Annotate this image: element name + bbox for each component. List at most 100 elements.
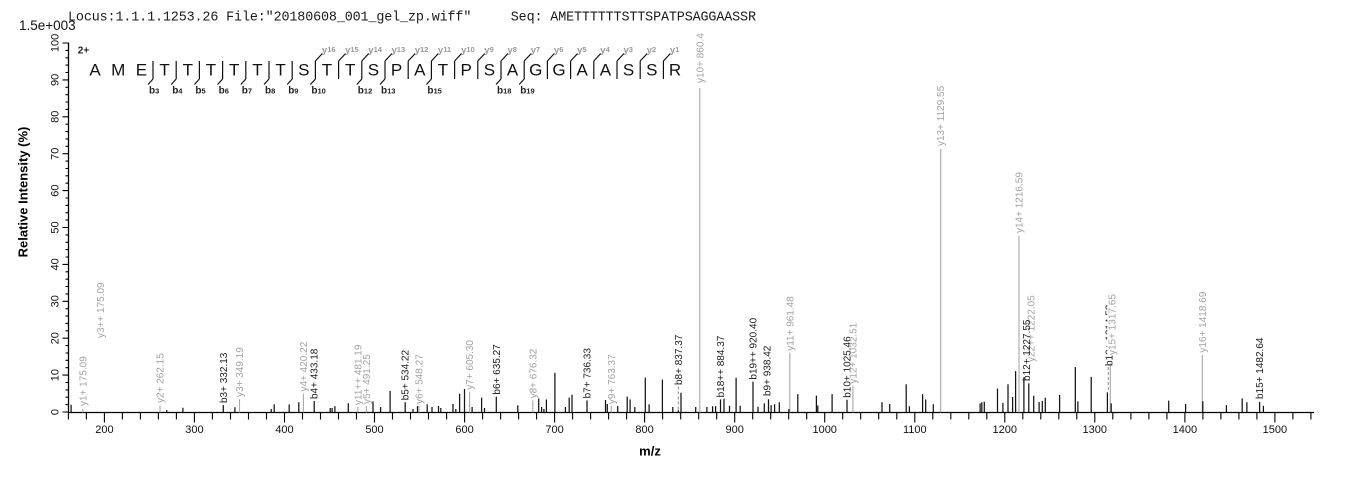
svg-text:1300: 1300 (1083, 424, 1107, 436)
svg-text:b19: b19 (520, 86, 534, 97)
svg-text:y9+ 763.37: y9+ 763.37 (607, 354, 618, 404)
svg-text:y8: y8 (508, 45, 517, 56)
svg-text:S: S (484, 61, 495, 80)
svg-text:y6: y6 (554, 45, 563, 56)
svg-text:A: A (414, 61, 426, 80)
svg-text:A: A (89, 61, 101, 80)
svg-text:b12+ 1227.55: b12+ 1227.55 (1022, 319, 1033, 381)
svg-text:b15: b15 (427, 86, 441, 97)
svg-text:A: A (577, 61, 589, 80)
svg-text:b13: b13 (381, 86, 395, 97)
svg-text:900: 900 (726, 424, 744, 436)
svg-text:y16: y16 (322, 45, 336, 56)
svg-text:600: 600 (455, 424, 473, 436)
svg-text:70: 70 (50, 148, 62, 160)
svg-text:b19++ 920.40: b19++ 920.40 (749, 317, 760, 379)
svg-text:400: 400 (275, 424, 293, 436)
svg-text:200: 200 (95, 424, 113, 436)
svg-text:y5: y5 (577, 45, 586, 56)
svg-text:T: T (275, 61, 285, 80)
svg-text:T: T (252, 61, 262, 80)
svg-text:50: 50 (50, 221, 62, 233)
svg-text:R: R (669, 61, 681, 80)
svg-text:300: 300 (185, 424, 203, 436)
svg-text:1000: 1000 (812, 424, 836, 436)
svg-text:y11: y11 (438, 45, 451, 56)
svg-text:b3+ 332.13: b3+ 332.13 (219, 352, 230, 403)
svg-text:A: A (507, 61, 519, 80)
svg-text:b9+ 938.42: b9+ 938.42 (763, 345, 774, 396)
svg-text:m/z: m/z (639, 444, 661, 459)
svg-text:0: 0 (50, 409, 62, 415)
svg-text:b10+ 1025.46: b10+ 1025.46 (843, 336, 854, 398)
svg-text:y1+ 175.09: y1+ 175.09 (78, 356, 89, 406)
svg-text:T: T (345, 61, 355, 80)
svg-text:P: P (461, 61, 472, 80)
svg-text:E: E (136, 61, 147, 80)
svg-text:b18: b18 (497, 86, 511, 97)
svg-text:S: S (368, 61, 379, 80)
svg-text:y7: y7 (531, 45, 540, 56)
svg-text:T: T (322, 61, 332, 80)
svg-text:T: T (229, 61, 239, 80)
svg-text:T: T (159, 61, 169, 80)
svg-text:T: T (206, 61, 216, 80)
svg-text:60: 60 (50, 184, 62, 196)
svg-text:T: T (183, 61, 193, 80)
svg-text:y9: y9 (484, 45, 493, 56)
svg-text:y2+ 262.15: y2+ 262.15 (156, 353, 167, 403)
svg-text:b4+ 433.18: b4+ 433.18 (310, 348, 321, 399)
svg-text:y12+ 1032.51: y12+ 1032.51 (848, 322, 859, 383)
svg-text:b6: b6 (219, 86, 229, 97)
svg-text:y7+ 605.30: y7+ 605.30 (465, 340, 476, 390)
svg-text:b4: b4 (172, 86, 183, 97)
svg-text:10: 10 (50, 369, 62, 381)
svg-text:S: S (646, 61, 657, 80)
svg-text:y4+ 420.22: y4+ 420.22 (299, 341, 310, 391)
svg-text:Relative Intensity (%): Relative Intensity (%) (16, 127, 31, 258)
svg-text:20: 20 (50, 332, 62, 344)
svg-text:S: S (298, 61, 309, 80)
svg-text:G: G (552, 61, 565, 80)
svg-text:b8: b8 (265, 86, 275, 97)
svg-text:T: T (438, 61, 448, 80)
svg-text:y10+ 860.4: y10+ 860.4 (695, 33, 706, 83)
svg-text:700: 700 (545, 424, 563, 436)
svg-text:y13+ 1129.55: y13+ 1129.55 (936, 85, 947, 146)
svg-text:1500: 1500 (1263, 424, 1287, 436)
svg-text:A: A (600, 61, 612, 80)
svg-text:90: 90 (50, 74, 62, 86)
svg-text:30: 30 (50, 295, 62, 307)
svg-text:y15: y15 (345, 45, 359, 56)
svg-text:y4: y4 (600, 45, 610, 56)
svg-text:y3+ 349.19: y3+ 349.19 (235, 347, 246, 397)
svg-text:80: 80 (50, 111, 62, 123)
svg-text:b5: b5 (195, 86, 205, 97)
svg-text:S: S (623, 61, 634, 80)
svg-text:y16+ 1418.69: y16+ 1418.69 (1198, 291, 1209, 352)
svg-text:y3++ 175.09: y3++ 175.09 (96, 282, 107, 338)
svg-text:y2: y2 (647, 45, 656, 56)
svg-text:y10: y10 (461, 45, 475, 56)
svg-text:1400: 1400 (1173, 424, 1197, 436)
svg-text:y22++ 1222.05: y22++ 1222.05 (1027, 295, 1038, 362)
svg-text:b3: b3 (149, 86, 159, 97)
svg-text:y3: y3 (624, 45, 633, 56)
svg-text:2+: 2+ (78, 46, 90, 57)
svg-text:y13: y13 (392, 45, 406, 56)
svg-text:b8+ 837.37: b8+ 837.37 (674, 334, 685, 385)
svg-text:1.5e+003: 1.5e+003 (19, 18, 76, 33)
svg-text:1200: 1200 (993, 424, 1017, 436)
svg-text:y14: y14 (368, 45, 382, 56)
svg-text:Locus:1.1.1.1253.26 File:"2018: Locus:1.1.1.1253.26 File:"20180608_001_g… (68, 11, 756, 26)
svg-text:b10: b10 (311, 86, 325, 97)
svg-text:y1: y1 (670, 45, 679, 56)
svg-text:b12: b12 (358, 86, 372, 97)
svg-text:y14+ 1216.59: y14+ 1216.59 (1015, 172, 1026, 233)
svg-text:b7: b7 (242, 86, 252, 97)
svg-text:b18++ 884.37: b18++ 884.37 (716, 335, 727, 397)
svg-text:P: P (391, 61, 402, 80)
svg-text:y8+ 676.32: y8+ 676.32 (528, 348, 539, 398)
svg-text:100: 100 (50, 34, 62, 52)
svg-text:800: 800 (635, 424, 653, 436)
